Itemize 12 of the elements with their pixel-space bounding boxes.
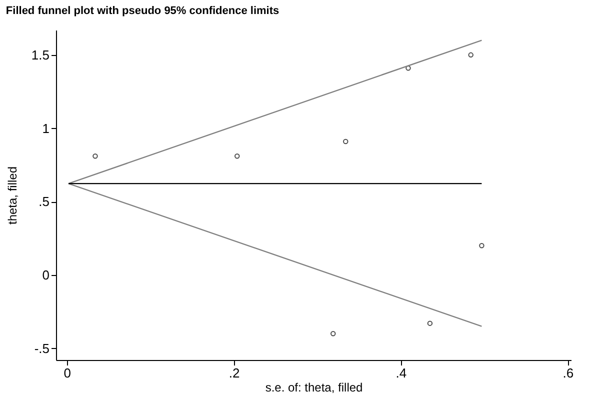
x-tick-label: .6 — [562, 366, 574, 380]
x-axis-title: s.e. of: theta, filled — [265, 380, 363, 394]
x-tick-label: .2 — [228, 366, 240, 380]
y-tick-label: 0 — [42, 267, 50, 282]
x-tick-label: .4 — [396, 366, 407, 380]
chart-title: Filled funnel plot with pseudo 95% confidence limits — [6, 5, 280, 17]
y-tick-label: -.5 — [34, 340, 50, 356]
y-tick-label: 1 — [42, 120, 50, 136]
y-tick-label: 1.5 — [31, 47, 50, 62]
x-tick-label: 0 — [64, 366, 71, 380]
y-axis-title: theta, filled — [5, 166, 20, 225]
y-tick-label: .5 — [38, 194, 50, 210]
